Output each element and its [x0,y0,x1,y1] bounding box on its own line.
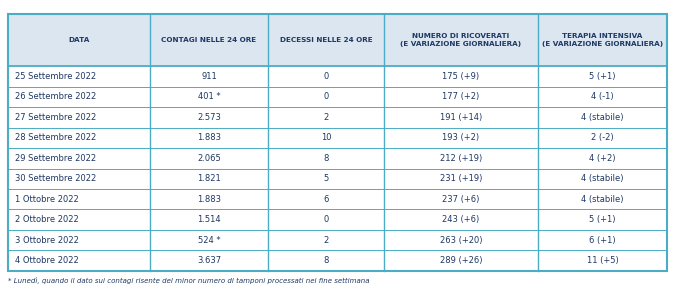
Text: 4 (stabile): 4 (stabile) [581,113,624,122]
Text: TERAPIA INTENSIVA
(E VARIAZIONE GIORNALIERA): TERAPIA INTENSIVA (E VARIAZIONE GIORNALI… [542,33,664,47]
Text: 6: 6 [323,195,329,204]
Text: 524 *: 524 * [198,236,220,245]
Text: 30 Settembre 2022: 30 Settembre 2022 [15,174,96,183]
Text: 243 (+6): 243 (+6) [442,215,480,224]
Text: 401 *: 401 * [198,92,220,101]
Text: 5 (+1): 5 (+1) [589,215,616,224]
Text: 3 Ottobre 2022: 3 Ottobre 2022 [15,236,79,245]
Text: 11 (+5): 11 (+5) [587,256,618,265]
Text: 25 Settembre 2022: 25 Settembre 2022 [15,72,96,81]
Text: 3.637: 3.637 [197,256,221,265]
Text: 263 (+20): 263 (+20) [440,236,482,245]
Text: 2.065: 2.065 [197,154,221,163]
Text: 1.883: 1.883 [197,195,221,204]
Text: 177 (+2): 177 (+2) [442,92,480,101]
Text: 1.883: 1.883 [197,133,221,142]
Text: 1.514: 1.514 [197,215,221,224]
Text: 6 (+1): 6 (+1) [589,236,616,245]
Text: 0: 0 [323,92,329,101]
Text: 1.821: 1.821 [197,174,221,183]
Text: 2: 2 [323,113,329,122]
Text: 4 (+2): 4 (+2) [589,154,616,163]
Text: 175 (+9): 175 (+9) [443,72,479,81]
Text: * Lunedì, quando il dato sui contagi risente del minor numero di tamponi process: * Lunedì, quando il dato sui contagi ris… [8,277,370,284]
Text: 8: 8 [323,154,329,163]
Text: DECESSI NELLE 24 ORE: DECESSI NELLE 24 ORE [279,37,373,43]
Text: 2 Ottobre 2022: 2 Ottobre 2022 [15,215,78,224]
Text: 29 Settembre 2022: 29 Settembre 2022 [15,154,96,163]
Text: 1 Ottobre 2022: 1 Ottobre 2022 [15,195,78,204]
Text: 289 (+26): 289 (+26) [440,256,482,265]
Text: 212 (+19): 212 (+19) [440,154,482,163]
Bar [8,14,667,66]
Text: 4 (stabile): 4 (stabile) [581,174,624,183]
Text: 0: 0 [323,72,329,81]
Text: 193 (+2): 193 (+2) [443,133,479,142]
Bar [8,14,667,271]
Text: 237 (+6): 237 (+6) [442,195,480,204]
Text: DATA: DATA [68,37,90,43]
Text: CONTAGI NELLE 24 ORE: CONTAGI NELLE 24 ORE [161,37,256,43]
Text: 4 Ottobre 2022: 4 Ottobre 2022 [15,256,78,265]
Text: NUMERO DI RICOVERATI
(E VARIAZIONE GIORNALIERA): NUMERO DI RICOVERATI (E VARIAZIONE GIORN… [400,33,522,47]
Text: 231 (+19): 231 (+19) [440,174,482,183]
Text: 26 Settembre 2022: 26 Settembre 2022 [15,92,96,101]
Text: 28 Settembre 2022: 28 Settembre 2022 [15,133,96,142]
Text: 0: 0 [323,215,329,224]
Text: 10: 10 [321,133,331,142]
Text: 911: 911 [201,72,217,81]
Text: 2.573: 2.573 [197,113,221,122]
Text: 2 (-2): 2 (-2) [591,133,614,142]
Text: 8: 8 [323,256,329,265]
Text: 27 Settembre 2022: 27 Settembre 2022 [15,113,96,122]
Text: 4 (stabile): 4 (stabile) [581,195,624,204]
Text: 4 (-1): 4 (-1) [591,92,614,101]
Text: 191 (+14): 191 (+14) [440,113,482,122]
Text: 5: 5 [323,174,329,183]
Text: 5 (+1): 5 (+1) [589,72,616,81]
Text: 2: 2 [323,236,329,245]
